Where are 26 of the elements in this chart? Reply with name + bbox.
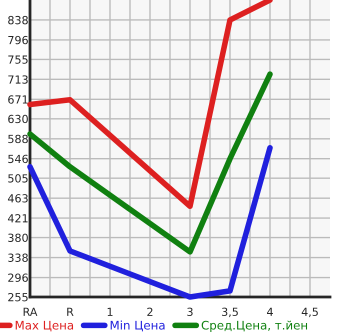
- y-tick-label: 838: [8, 16, 28, 24]
- y-tick-label: 505: [8, 174, 28, 183]
- x-tick-label: R: [67, 308, 74, 316]
- y-tick-label: 546: [8, 154, 28, 164]
- y-tick-label: 755: [8, 56, 28, 64]
- legend-label: Сред.Цена, т.йен: [202, 320, 308, 332]
- x-tick-label: 3: [187, 308, 193, 316]
- x-tick-label: 2: [147, 308, 152, 316]
- y-tick-label: 796: [8, 36, 28, 44]
- x-tick-label: RA: [24, 308, 38, 316]
- legend-label: Max Цена: [16, 320, 74, 332]
- x-tick-label: 1: [108, 308, 113, 316]
- y-tick-label: 588: [8, 134, 28, 144]
- y-tick-label: 713: [8, 75, 28, 84]
- x-tick-label: 4: [267, 308, 273, 316]
- x-tick-label: 3,5: [222, 308, 238, 318]
- x-tick-label: 4,5: [302, 308, 318, 318]
- y-tick-label: 463: [8, 194, 28, 203]
- y-tick-label: 421: [8, 214, 28, 222]
- y-tick-label: 630: [8, 114, 28, 124]
- y-tick-label: 296: [8, 273, 28, 282]
- y-tick-label: 380: [8, 234, 28, 242]
- y-tick-label: 338: [8, 254, 28, 262]
- y-tick-label: 255: [8, 292, 28, 302]
- y-tick-label: 671: [8, 95, 28, 104]
- legend-label: Min Цена: [110, 320, 165, 332]
